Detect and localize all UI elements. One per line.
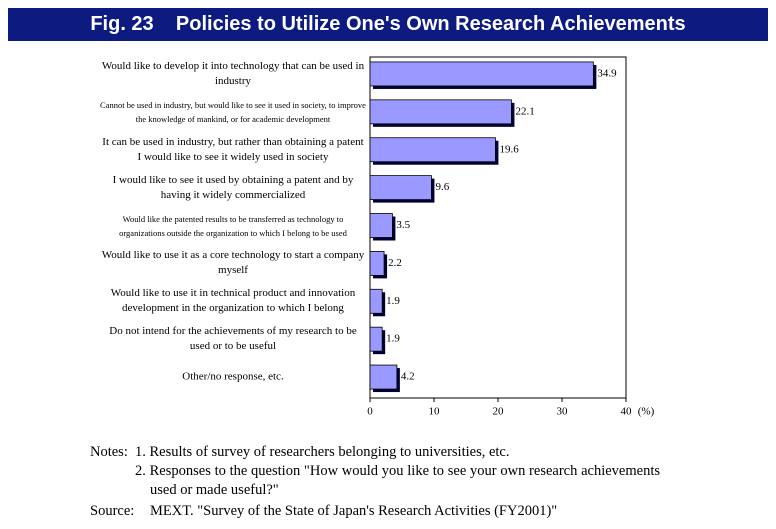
value-label: 19.6	[499, 143, 519, 155]
source-label: Source:	[90, 503, 135, 519]
y-tick-label: I would like to see it used by obtaining…	[112, 173, 354, 201]
value-label: 34.9	[597, 67, 617, 79]
bar	[369, 61, 594, 87]
bar	[369, 99, 512, 125]
bar	[369, 175, 432, 201]
y-tick-label: Would like the patented results to be tr…	[119, 213, 347, 238]
y-tick-label: Other/no response, etc.	[182, 370, 284, 383]
value-label: 22.1	[515, 105, 534, 117]
value-label: 9.6	[435, 181, 449, 193]
value-label: 3.5	[396, 219, 410, 231]
value-label: 2.2	[388, 257, 402, 269]
y-tick-label: Do not intend for the achievements of my…	[109, 325, 357, 353]
x-tick-label: 30	[557, 406, 569, 418]
bar	[369, 250, 385, 276]
bar	[369, 288, 383, 314]
note: 2. Responses to the question "How would …	[135, 463, 660, 498]
value-label: 4.2	[401, 371, 415, 383]
value-label: 1.9	[386, 333, 400, 345]
x-tick-label: 20	[493, 406, 505, 418]
chart-title: Fig. 23 Policies to Utilize One's Own Re…	[8, 8, 768, 41]
value-label: 1.9	[386, 295, 400, 307]
note: 1. Results of survey of researchers belo…	[135, 444, 510, 460]
x-tick-label: 0	[367, 406, 373, 418]
x-tick-label: 10	[429, 406, 441, 418]
source: MEXT. "Survey of the State of Japan's Re…	[150, 503, 558, 519]
y-tick-label: Would like to use it as a core technolog…	[101, 249, 365, 277]
bar	[369, 137, 496, 163]
y-tick-label: Would like to use it in technical produc…	[110, 287, 356, 315]
bar	[369, 326, 383, 352]
notes-label: Notes:	[90, 444, 128, 460]
bar	[369, 364, 398, 390]
x-tick-label: 40	[621, 406, 633, 418]
x-axis-label: (%)	[638, 406, 655, 418]
bar	[369, 213, 393, 238]
y-tick-label: It can be used in industry, but rather t…	[102, 135, 364, 163]
y-tick-label: Cannot be used in industry, but would li…	[100, 99, 366, 124]
y-tick-label: Would like to develop it into technology…	[101, 59, 365, 87]
